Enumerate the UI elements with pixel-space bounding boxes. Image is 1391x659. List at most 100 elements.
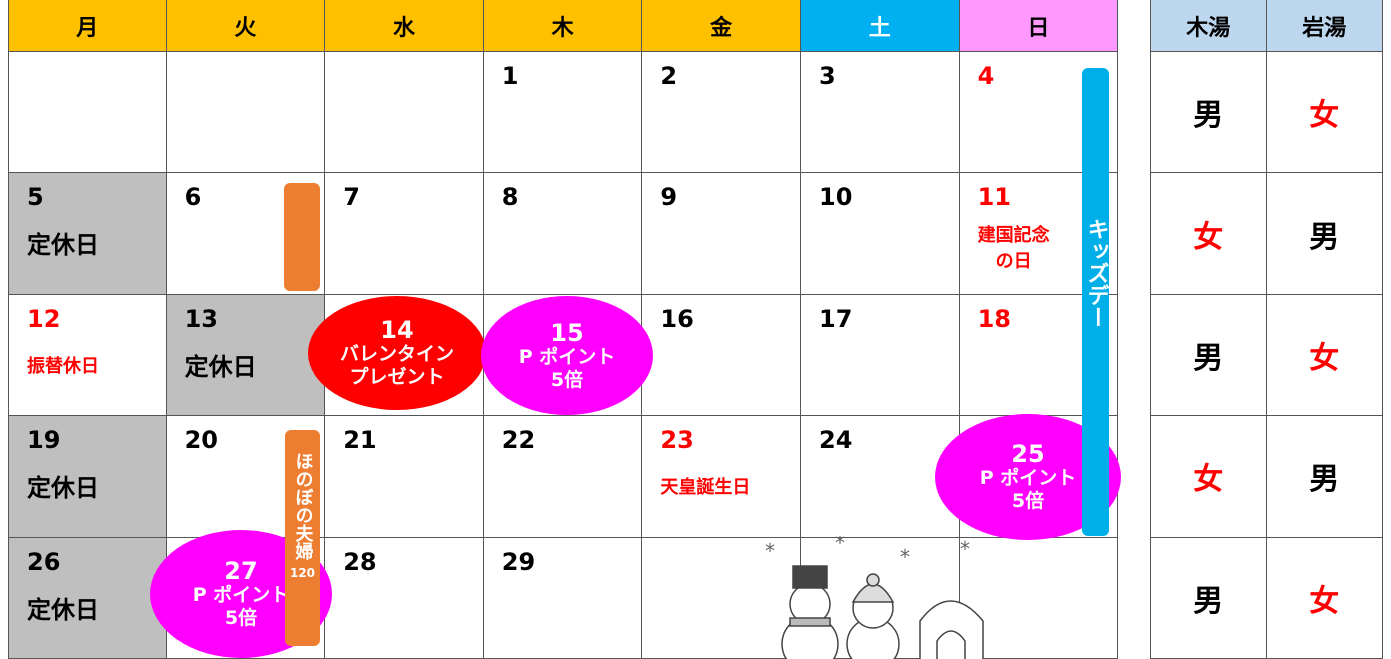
day-cell: 26 定休日 — [8, 537, 167, 659]
day-number: 5 — [27, 183, 44, 212]
day-number: 20 — [184, 426, 218, 455]
day-cell: 7 — [325, 173, 484, 295]
weekday-header: 土 — [801, 0, 960, 52]
day-cell — [166, 52, 326, 174]
event-text: P ポイント — [518, 345, 616, 368]
day-number: 19 — [27, 426, 61, 455]
day-note-line: 定休日 — [27, 474, 99, 503]
day-cell: 9 — [642, 173, 801, 295]
event-day: 15 — [550, 318, 584, 347]
day-note: 定休日 — [185, 351, 257, 383]
bath-header: 岩湯 — [1266, 0, 1383, 52]
day-number: 29 — [501, 547, 536, 576]
day-number: 23 — [660, 426, 694, 455]
day-number: 18 — [977, 304, 1011, 333]
day-cell: 2 — [642, 52, 801, 174]
bath-header: 木湯 — [1150, 0, 1267, 52]
day-number: 12 — [27, 304, 61, 333]
day-number: 28 — [343, 547, 377, 576]
day-note-line: 定休日 — [27, 231, 99, 260]
day-number: 24 — [819, 426, 853, 455]
weekday-header: 月 — [8, 0, 167, 52]
day-note-line: 建国記念 — [977, 225, 1050, 247]
kids-day-label: キッズデー — [1083, 218, 1109, 328]
day-cell: 17 — [801, 294, 960, 417]
day-cell: 6 — [166, 173, 326, 295]
day-note-line: 天皇誕生日 — [660, 477, 751, 499]
day-number: 16 — [660, 304, 694, 333]
bath-cell: 女 — [1266, 537, 1383, 659]
day-note-line: 定休日 — [27, 595, 99, 624]
bath-cell: 男 — [1150, 294, 1267, 417]
bath-cell: 男 — [1266, 173, 1383, 295]
bath-cell: 男 — [1266, 416, 1383, 538]
day-cell: 19 定休日 — [8, 416, 167, 538]
day-cell: 5 定休日 — [8, 173, 167, 295]
svg-text:*: * — [765, 539, 775, 563]
weekday-header: 金 — [642, 0, 801, 52]
bath-cell: 女 — [1266, 52, 1383, 174]
day-cell: 28 — [325, 537, 484, 659]
event-text: P ポイント — [979, 467, 1077, 489]
svg-text:*: * — [835, 536, 845, 555]
bath-cell: 男 — [1150, 537, 1267, 659]
day-cell: 1 — [483, 52, 643, 174]
day-cell: 29 — [483, 537, 643, 659]
weekday-header: 火 — [166, 0, 326, 52]
day-note-line: 振替休日 — [27, 355, 99, 377]
day-cell: 11 建国記念の日 — [959, 173, 1119, 295]
snow-illustration: * * * * — [765, 536, 984, 659]
day-note: 天皇誕生日 — [660, 472, 750, 504]
day-number: 13 — [184, 304, 218, 333]
event-day: 14 — [380, 316, 414, 344]
day-note-line: の日 — [995, 251, 1032, 273]
day-number: 1 — [501, 62, 519, 90]
day-cell: 8 — [483, 173, 643, 295]
day-number: 2 — [660, 62, 678, 90]
day-cell — [959, 537, 1119, 659]
event-bubble: 14 バレンタイン プレゼント — [308, 296, 486, 410]
day-number: 6 — [184, 183, 202, 212]
event-day: 25 — [1011, 440, 1045, 468]
weekday-header: 木 — [483, 0, 643, 52]
svg-text:*: * — [960, 537, 970, 561]
day-number: 7 — [343, 183, 360, 212]
svg-text:*: * — [900, 545, 910, 569]
day-note: 定休日 — [27, 472, 99, 504]
day-note: 振替休日 — [27, 351, 99, 383]
day-cell — [325, 52, 484, 174]
day-number: 11 — [977, 183, 1011, 212]
weekday-header: 日 — [959, 0, 1119, 52]
couple-day-label: ほのぼの夫婦 — [292, 452, 314, 560]
day-number: 8 — [501, 183, 519, 212]
bath-cell: 女 — [1150, 173, 1267, 295]
weekday-header: 水 — [325, 0, 484, 52]
bath-cell: 女 — [1266, 294, 1383, 417]
day-cell — [8, 52, 167, 174]
bath-cell: 男 — [1150, 52, 1267, 174]
event-text: プレゼント — [349, 366, 445, 388]
bath-cell: 女 — [1150, 416, 1267, 538]
day-number: 21 — [343, 426, 377, 455]
day-number: 9 — [660, 183, 678, 212]
day-number: 10 — [819, 183, 853, 212]
event-day: 27 — [224, 557, 258, 585]
event-bubble: 15 P ポイント 5倍 — [481, 296, 653, 415]
event-text: 5倍 — [550, 368, 584, 391]
event-text: 5倍 — [1011, 490, 1045, 512]
kids-day-bar: キッズデー — [1082, 68, 1109, 536]
couple-day-number: 120 — [289, 566, 316, 580]
day-cell: 23 天皇誕生日 — [642, 416, 801, 538]
day-note: 建国記念 の日 — [978, 223, 1050, 275]
event-text: 5倍 — [224, 607, 258, 629]
couple-day-bar: ほのぼの夫婦 120 — [285, 430, 320, 646]
day-cell: 22 — [483, 416, 643, 538]
event-text: バレンタイン — [339, 343, 454, 365]
day-number: 4 — [977, 62, 995, 90]
day-note: 定休日 — [27, 229, 99, 261]
day-note-line: 定休日 — [184, 352, 257, 381]
day-cell: 3 — [801, 52, 960, 174]
day-cell: 16 — [642, 294, 801, 417]
day-number: 3 — [819, 62, 836, 90]
orange-bar — [284, 183, 320, 291]
